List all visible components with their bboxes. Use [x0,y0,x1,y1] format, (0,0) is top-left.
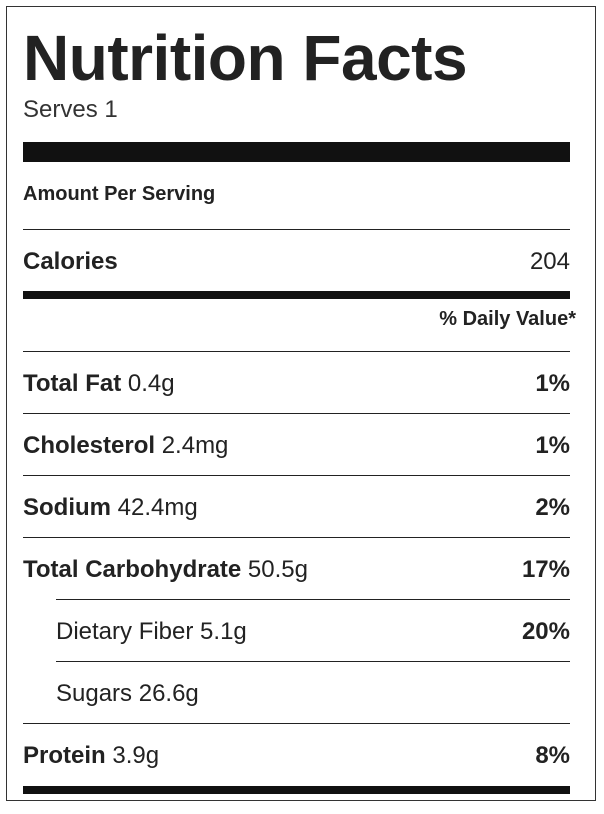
medium-divider [23,291,570,299]
calories-row: Calories 204 [23,246,570,278]
nutrient-name-amount: Total Fat 0.4g [23,370,175,398]
amount-per-serving-heading: Amount Per Serving [23,183,216,205]
thick-divider [23,142,570,162]
nutrient-name-amount: Sugars 26.6g [56,680,199,708]
nutrient-row-total-fat: Total Fat 0.4g 1% [23,368,570,400]
nutrient-daily-value: 20% [521,618,570,645]
nutrition-label [6,6,596,801]
nutrient-name: Total Fat [23,370,122,397]
nutrient-daily-value: 2% [535,494,570,521]
nutrient-name-amount: Cholesterol 2.4mg [23,432,228,460]
nutrient-amount: 5.1g [200,618,247,645]
nutrient-name-amount: Dietary Fiber 5.1g [56,618,247,646]
nutrient-name: Protein [23,742,106,769]
divider [23,229,570,230]
nutrient-amount: 26.6g [138,680,199,707]
nutrient-amount: 3.9g [112,742,160,769]
calories-value: 204 [529,248,570,275]
nutrient-row-total-carbohydrate: Total Carbohydrate 50.5g 17% [23,554,570,586]
divider [56,599,570,600]
nutrient-name: Cholesterol [23,432,156,459]
nutrient-row-sodium: Sodium 42.4mg 2% [23,492,570,524]
nutrient-name: Dietary Fiber [56,618,194,645]
servings-text: Serves 1 [23,96,118,123]
divider [23,723,570,724]
divider [23,351,570,352]
nutrient-name-amount: Sodium 42.4mg [23,494,198,522]
daily-value-header: % Daily Value* [439,308,576,330]
nutrient-row-sugars: Sugars 26.6g [56,678,570,710]
nutrient-amount: 42.4mg [117,494,198,521]
divider [23,475,570,476]
nutrient-row-dietary-fiber: Dietary Fiber 5.1g 20% [56,616,570,648]
nutrient-row-cholesterol: Cholesterol 2.4mg 1% [23,430,570,462]
nutrient-name-amount: Total Carbohydrate 50.5g [23,556,308,584]
nutrient-daily-value: 1% [535,370,570,397]
bottom-divider [23,786,570,794]
nutrient-name-amount: Protein 3.9g [23,742,159,770]
divider [56,661,570,662]
nutrient-name: Sugars [56,680,133,707]
nutrient-name: Sodium [23,494,111,521]
nutrient-amount: 0.4g [127,370,175,397]
nutrient-daily-value: 17% [521,556,570,583]
calories-label: Calories [23,248,118,275]
nutrient-amount: 2.4mg [161,432,229,459]
nutrient-amount: 50.5g [247,556,308,583]
nutrient-daily-value: 1% [535,432,570,459]
nutrient-row-protein: Protein 3.9g 8% [23,740,570,772]
nutrient-name: Total Carbohydrate [23,556,242,583]
nutrient-daily-value: 8% [535,742,570,769]
divider [23,537,570,538]
label-title: Nutrition Facts [23,22,468,94]
divider [23,413,570,414]
